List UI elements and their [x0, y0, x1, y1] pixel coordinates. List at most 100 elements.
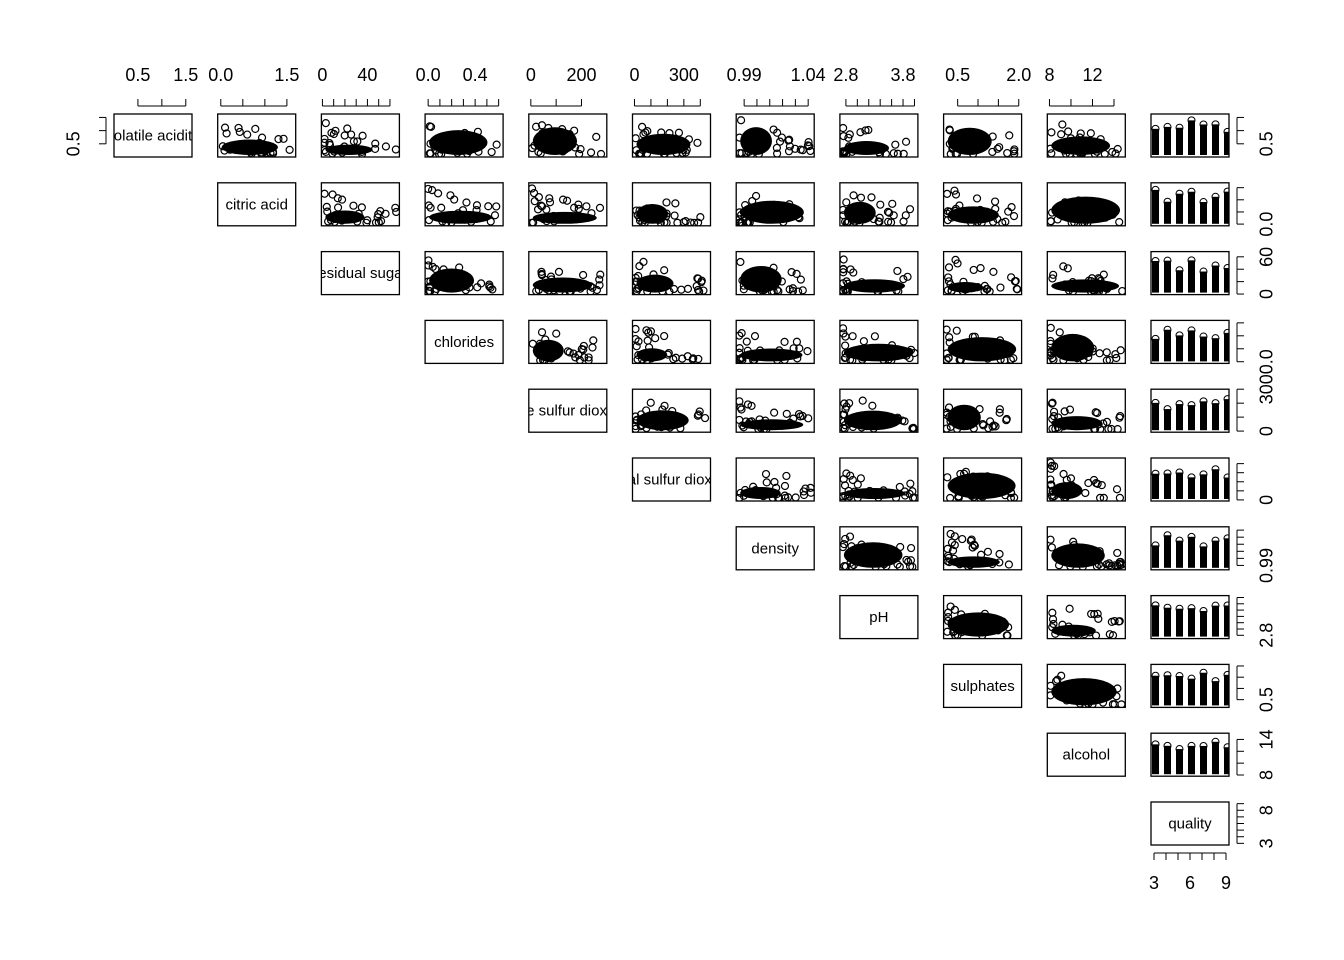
point-cloud [632, 198, 705, 226]
point [1076, 549, 1085, 559]
point [777, 277, 786, 286]
point [1151, 124, 1160, 133]
point [642, 406, 651, 415]
point [1211, 261, 1220, 270]
point [887, 341, 897, 350]
panel-frame [631, 457, 712, 502]
point [950, 605, 959, 614]
point [979, 343, 988, 352]
point [899, 275, 908, 284]
point-column [1176, 540, 1183, 568]
point-column [1152, 545, 1159, 568]
point [536, 356, 545, 364]
point [632, 416, 641, 425]
diagonal-panel: citric acid [217, 182, 297, 227]
panel-frame [735, 250, 815, 296]
point [655, 410, 665, 419]
scatter-panel [942, 250, 1023, 296]
point [849, 560, 858, 570]
point [1163, 531, 1172, 540]
point [980, 281, 989, 290]
point [856, 474, 865, 483]
point [976, 263, 985, 273]
point-cloud [736, 469, 815, 501]
point [963, 349, 972, 358]
point [770, 477, 779, 487]
point-column [1188, 477, 1195, 499]
point [381, 142, 391, 151]
point [945, 333, 954, 342]
point [899, 149, 908, 157]
point [563, 347, 572, 356]
point [568, 140, 577, 149]
point [841, 349, 850, 358]
point [455, 263, 464, 272]
point [231, 142, 240, 151]
point [856, 128, 865, 137]
point [972, 612, 982, 622]
point [647, 354, 656, 363]
point [767, 287, 776, 295]
point [432, 140, 441, 150]
point [945, 412, 954, 421]
point [798, 286, 807, 295]
point-column [1164, 745, 1171, 775]
point [743, 400, 753, 409]
point [588, 343, 597, 352]
point [1051, 629, 1060, 638]
point [955, 560, 964, 569]
point [442, 218, 451, 226]
point [646, 398, 655, 407]
point [537, 270, 547, 280]
point [842, 469, 851, 478]
point [1067, 218, 1076, 226]
point-column [1224, 131, 1229, 155]
point [534, 193, 543, 202]
point [1003, 631, 1012, 639]
point-column [1212, 681, 1219, 706]
point [689, 354, 698, 363]
point [841, 562, 850, 570]
point [1175, 400, 1184, 409]
point [1070, 218, 1079, 226]
point [328, 190, 337, 199]
point-column [1152, 675, 1159, 706]
point-column [1188, 608, 1195, 637]
point [1087, 609, 1096, 619]
point [943, 325, 951, 334]
point [951, 631, 960, 639]
point [1108, 147, 1117, 157]
point [474, 147, 483, 156]
point [977, 218, 986, 226]
point [952, 481, 961, 490]
point [592, 132, 601, 141]
point [243, 130, 252, 139]
point [492, 202, 501, 211]
panel-frame [1150, 732, 1230, 777]
point [651, 334, 660, 343]
point-cloud [632, 122, 702, 157]
point-column [1224, 674, 1229, 706]
scatter-panel [631, 250, 712, 296]
point [948, 546, 958, 555]
point [426, 203, 435, 212]
point [794, 213, 803, 222]
point [1060, 143, 1070, 152]
point [331, 210, 340, 220]
point [910, 493, 918, 501]
point [446, 143, 455, 152]
scatter-panel [631, 319, 712, 365]
point-cloud [1151, 395, 1229, 431]
point [736, 133, 744, 142]
point [845, 532, 855, 541]
point [747, 149, 756, 157]
point [888, 199, 897, 208]
point [879, 486, 888, 495]
point [801, 484, 810, 493]
point-blob [843, 487, 906, 499]
point [1072, 149, 1081, 157]
panel-frame [528, 250, 608, 296]
point [944, 613, 953, 622]
panel-frame [942, 388, 1023, 433]
